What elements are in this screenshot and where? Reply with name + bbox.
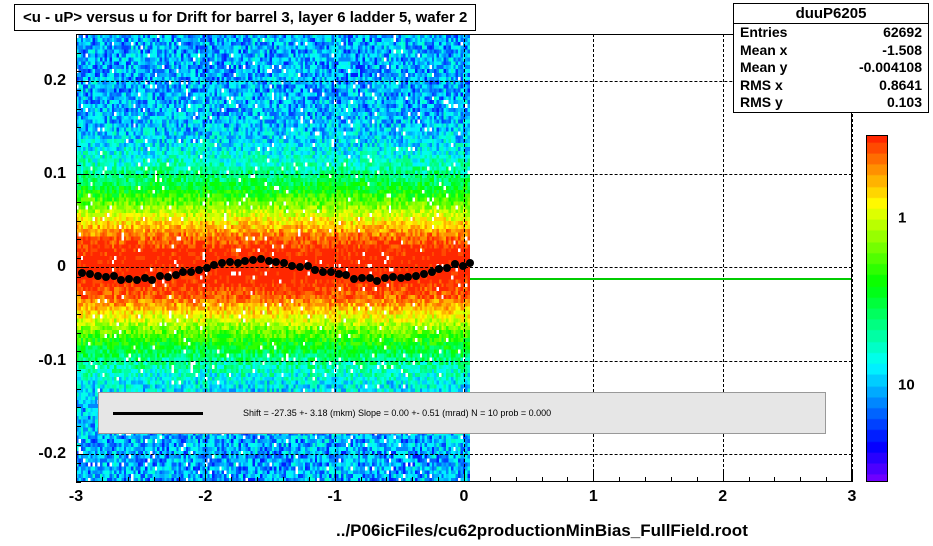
profile-marker bbox=[141, 274, 149, 282]
y-tick-label: 0.2 bbox=[44, 72, 66, 90]
x-tick-label: 1 bbox=[589, 488, 598, 506]
x-tick-label: 0 bbox=[460, 488, 469, 506]
stats-box: duuP6205 Entries 62692 Mean x -1.508 Mean y -… bbox=[733, 3, 929, 113]
file-path-label: ../P06icFiles/cu62productionMinBias_Full… bbox=[336, 521, 748, 541]
profile-marker bbox=[350, 275, 358, 283]
profile-marker bbox=[319, 268, 327, 276]
y-tick-label: 0.1 bbox=[44, 165, 66, 183]
stat-value: -0.004108 bbox=[859, 59, 922, 77]
plot-title: <u - uP> versus u for Drift for barrel 3… bbox=[14, 4, 476, 31]
stat-row: Entries 62692 bbox=[734, 24, 928, 42]
x-tick-label: -3 bbox=[69, 488, 83, 506]
fit-line bbox=[470, 278, 852, 280]
stat-label: RMS y bbox=[740, 94, 783, 112]
stat-row: Mean y -0.004108 bbox=[734, 59, 928, 77]
profile-marker bbox=[257, 255, 265, 263]
stat-label: Mean x bbox=[740, 42, 787, 60]
x-tick-label: -1 bbox=[328, 488, 342, 506]
y-tick-label: -0.2 bbox=[38, 445, 66, 463]
y-tick-label: -0.1 bbox=[38, 352, 66, 370]
profile-marker bbox=[342, 271, 350, 279]
stat-value: 0.103 bbox=[887, 94, 922, 112]
colorbar-tick-label: 1 bbox=[898, 210, 906, 227]
stat-value: 62692 bbox=[883, 24, 922, 42]
fit-legend: Shift = -27.35 +- 3.18 (mkm) Slope = 0.0… bbox=[98, 392, 826, 434]
stat-row: RMS y 0.103 bbox=[734, 94, 928, 112]
x-tick-label: 2 bbox=[718, 488, 727, 506]
profile-marker bbox=[412, 272, 420, 280]
stat-label: Mean y bbox=[740, 59, 787, 77]
colorbar-tick-label: 10 bbox=[898, 376, 915, 393]
stat-value: -1.508 bbox=[882, 42, 922, 60]
profile-marker bbox=[466, 259, 474, 267]
stats-name: duuP6205 bbox=[734, 4, 928, 24]
stat-row: RMS x 0.8641 bbox=[734, 77, 928, 95]
profile-marker bbox=[117, 276, 125, 284]
x-tick-label: -2 bbox=[198, 488, 212, 506]
profile-marker bbox=[249, 256, 257, 264]
profile-marker bbox=[102, 273, 110, 281]
stat-row: Mean x -1.508 bbox=[734, 42, 928, 60]
stat-value: 0.8641 bbox=[879, 77, 922, 95]
profile-marker bbox=[86, 270, 94, 278]
stat-label: RMS x bbox=[740, 77, 783, 95]
stat-label: Entries bbox=[740, 24, 787, 42]
profile-marker bbox=[381, 274, 389, 282]
profile-marker bbox=[148, 276, 156, 284]
fit-legend-swatch bbox=[113, 412, 203, 415]
profile-marker bbox=[404, 273, 412, 281]
y-tick-label: 0 bbox=[57, 258, 66, 276]
fit-legend-text: Shift = -27.35 +- 3.18 (mkm) Slope = 0.0… bbox=[243, 408, 551, 418]
profile-marker bbox=[327, 268, 335, 276]
profile-marker bbox=[203, 264, 211, 272]
x-tick-label: 3 bbox=[848, 488, 857, 506]
colorbar bbox=[866, 135, 888, 482]
profile-marker bbox=[443, 264, 451, 272]
